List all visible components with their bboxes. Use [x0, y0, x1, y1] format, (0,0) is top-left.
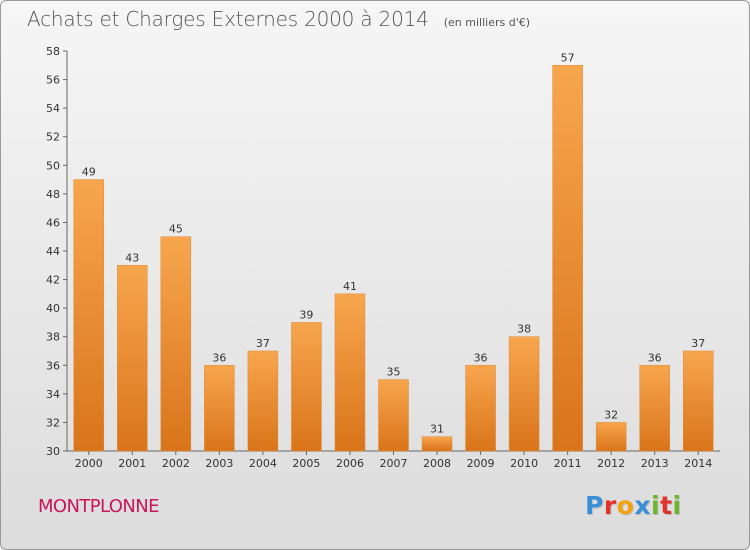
data-label: 49: [82, 166, 96, 179]
bar: [595, 422, 627, 452]
data-label: 37: [256, 337, 270, 350]
x-tick-label: 2009: [467, 457, 495, 470]
logo-letter: P: [585, 491, 604, 520]
x-tick-label: 2014: [684, 457, 712, 470]
chart-subtitle: (en milliers d'€): [443, 16, 531, 29]
y-tick-label: 56: [46, 74, 60, 87]
bar: [682, 350, 714, 452]
y-tick-label: 32: [46, 416, 60, 429]
y-tick-label: 50: [46, 159, 60, 172]
y-tick-label: 30: [46, 445, 60, 458]
logo-letter: x: [634, 491, 651, 520]
y-axis: 30 32 34 36 38 40 42 44 46 48 50 52 54 56 58: [46, 45, 68, 458]
y-tick-label: 40: [46, 302, 60, 315]
logo-letter: i: [651, 491, 661, 520]
data-label: 57: [561, 51, 575, 64]
x-tick-label: 2013: [641, 457, 669, 470]
x-tick-label: 2003: [205, 457, 233, 470]
data-label: 41: [343, 280, 357, 293]
data-label: 43: [125, 251, 139, 264]
y-tick-label: 38: [46, 331, 60, 344]
data-label: 39: [299, 308, 313, 321]
chart-title: Achats et Charges Externes 2000 à 2014: [27, 7, 429, 31]
data-label: 32: [604, 408, 618, 421]
bar: [204, 365, 235, 452]
bar: [291, 322, 322, 452]
x-tick-label: 2007: [380, 457, 408, 470]
data-label: 38: [517, 323, 531, 336]
x-tick-label: 2006: [336, 457, 364, 470]
bar: [421, 436, 453, 452]
data-label: 31: [430, 423, 444, 436]
data-label: 36: [648, 351, 662, 364]
x-tick-label: 2010: [510, 457, 538, 470]
logo-letter: i: [672, 491, 682, 520]
y-tick-label: 46: [46, 216, 60, 229]
bar: [378, 379, 409, 452]
bar: [73, 179, 105, 452]
y-tick-label: 42: [46, 274, 60, 287]
bar: [160, 236, 192, 452]
bar: [117, 265, 148, 452]
x-tick-label: 2004: [249, 457, 277, 470]
x-tick-label: 2005: [292, 457, 320, 470]
title-row: Achats et Charges Externes 2000 à 2014 (…: [27, 7, 530, 31]
commune-name: MONTPLONNE: [38, 496, 159, 517]
logo-letter: r: [603, 491, 617, 520]
bar: [552, 65, 583, 452]
logo-letter: t: [660, 491, 673, 520]
x-tick-label: 2012: [597, 457, 625, 470]
data-label: 36: [212, 351, 226, 364]
x-tick-label: 2011: [554, 457, 582, 470]
bar: [465, 365, 496, 452]
bar: [639, 365, 670, 452]
data-label: 45: [169, 223, 183, 236]
data-labels: 49 43 45 36 37 39 41 35 31 36 38 57 32 36 37: [82, 51, 705, 435]
y-tick-label: 52: [46, 131, 60, 144]
y-tick-label: 36: [46, 359, 60, 372]
bar: [508, 336, 540, 452]
data-label: 36: [474, 351, 488, 364]
x-tick-label: 2008: [423, 457, 451, 470]
x-tick-label: 2000: [75, 457, 103, 470]
y-tick-label: 44: [46, 245, 60, 258]
x-tick-label: 2002: [162, 457, 190, 470]
y-tick-label: 54: [46, 102, 60, 115]
data-label: 35: [387, 366, 401, 379]
bar: [247, 350, 279, 452]
x-axis: 2000 2001 2002 2003 2004 2005 2006 2007 2008 2009…: [67, 450, 720, 470]
bars: [73, 65, 714, 452]
y-tick-label: 48: [46, 188, 60, 201]
y-tick-label: 34: [46, 388, 60, 401]
logo-letter: o: [616, 491, 635, 520]
y-tick-label: 58: [46, 45, 60, 58]
data-label: 37: [691, 337, 705, 350]
bar: [334, 293, 366, 452]
x-tick-label: 2001: [118, 457, 146, 470]
proxiti-logo: Proxiti: [585, 491, 682, 520]
